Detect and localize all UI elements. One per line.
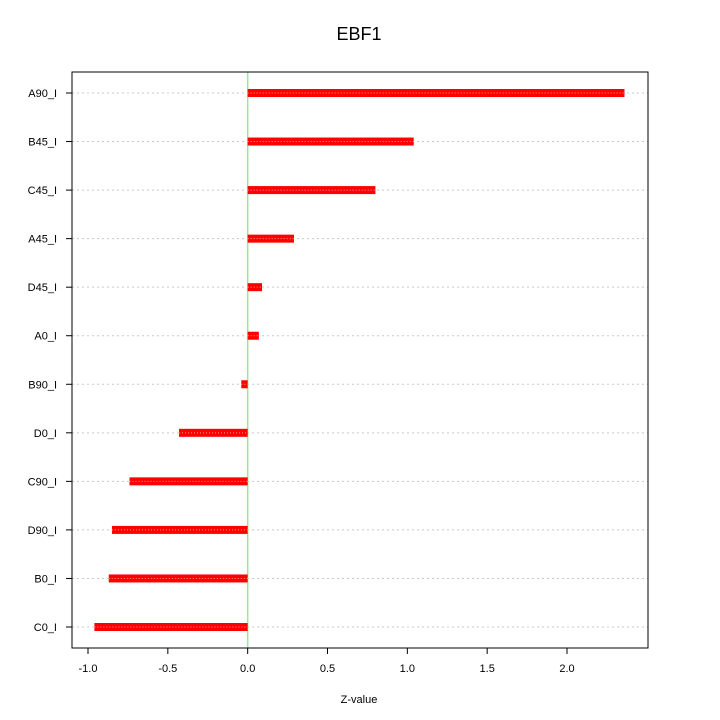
x-tick-label: 1.5 bbox=[480, 663, 495, 675]
bar-A45_I bbox=[247, 234, 294, 243]
y-axis: A90_I B45_I C45_I A45_I D45_I A0_I B90_I D0_I C9… bbox=[28, 88, 72, 634]
y-tick-label: C90_I bbox=[28, 476, 57, 488]
x-tick-label: -1.0 bbox=[79, 663, 98, 675]
y-tick-label: A90_I bbox=[28, 88, 57, 100]
bar-D90_I bbox=[111, 525, 248, 534]
bar-layer bbox=[94, 89, 625, 631]
x-tick-label: -0.5 bbox=[158, 663, 177, 675]
y-tick-label: A45_I bbox=[28, 234, 57, 246]
bar-A0_I bbox=[247, 331, 259, 340]
y-tick-label: D45_I bbox=[28, 282, 57, 294]
y-tick-label: B90_I bbox=[28, 379, 57, 391]
plot-frame bbox=[71, 71, 649, 649]
y-tick-label: C45_I bbox=[28, 185, 57, 197]
x-tick-label: 1.0 bbox=[400, 663, 415, 675]
x-axis: -1.0 -0.5 0.0 0.5 1.0 1.5 2.0 bbox=[79, 648, 575, 675]
y-tick-label: D90_I bbox=[28, 525, 57, 537]
y-tick-label: B0_I bbox=[34, 573, 57, 585]
y-tick-label: D0_I bbox=[34, 428, 57, 440]
chart-title: EBF1 bbox=[336, 24, 381, 44]
bar-B45_I bbox=[247, 137, 414, 146]
x-tick-label: 0.5 bbox=[320, 663, 335, 675]
x-tick-label: 0.0 bbox=[240, 663, 255, 675]
bar-D45_I bbox=[247, 283, 263, 292]
y-tick-label: B45_I bbox=[28, 137, 57, 149]
y-tick-label: A0_I bbox=[34, 331, 57, 343]
bar-C90_I bbox=[129, 477, 248, 486]
x-tick-label: 2.0 bbox=[559, 663, 574, 675]
grid-layer bbox=[72, 92, 648, 628]
bar-D0_I bbox=[179, 428, 248, 437]
bar-C0_I bbox=[94, 623, 248, 631]
x-axis-label: Z-value bbox=[341, 694, 378, 706]
bar-A90_I bbox=[247, 89, 625, 97]
y-tick-label: C0_I bbox=[34, 622, 57, 634]
